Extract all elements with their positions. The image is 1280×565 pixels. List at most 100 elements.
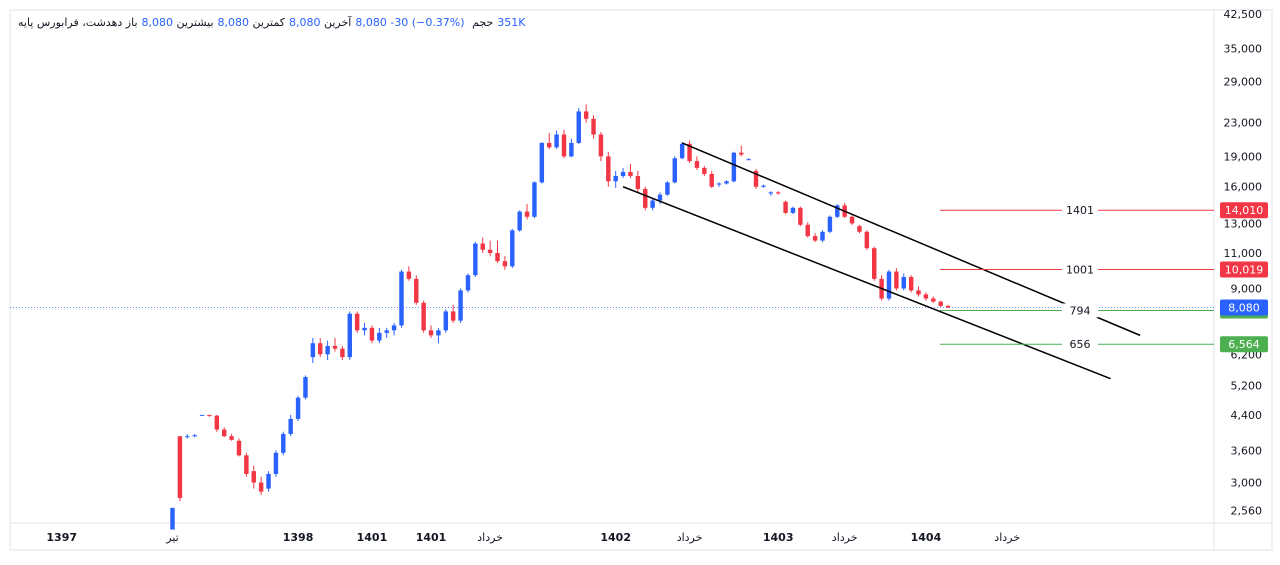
candle-body (731, 152, 737, 182)
x-tick-label: خرداد (994, 531, 1020, 544)
candle-body (546, 142, 552, 148)
candle-body (325, 345, 330, 355)
x-tick-label: 1397 (46, 531, 77, 544)
level-label: 1001 (1066, 263, 1094, 276)
change-value: -30 (−0.37%) (390, 16, 465, 29)
last-price-label: 8,080 (1228, 301, 1260, 314)
candle-body (199, 414, 205, 416)
candle-body (761, 185, 766, 187)
y-tick-label: 35,000 (1224, 42, 1263, 55)
candle-body (908, 277, 914, 291)
level-price-label: 6,564 (1228, 338, 1260, 351)
candle-body (510, 230, 515, 267)
candle-body (347, 313, 352, 358)
candle-body (214, 415, 220, 430)
candle-body (702, 167, 707, 174)
candle-body (310, 343, 316, 358)
candle-body (495, 252, 500, 262)
candle-body (679, 143, 685, 159)
candle-body (517, 211, 522, 231)
candle-body (746, 159, 751, 161)
candle-body (473, 243, 478, 276)
x-tick-label: خرداد (832, 531, 858, 544)
candle-body (480, 243, 485, 250)
candle-body (428, 330, 434, 336)
y-tick-label: 4,400 (1231, 409, 1263, 422)
high-label: بیشترین (176, 16, 214, 29)
high-value: 8,080 (217, 16, 250, 29)
candle-body (318, 343, 323, 355)
x-tick-label: 1401 (357, 531, 388, 544)
candle-body (450, 311, 456, 321)
candle-body (303, 377, 308, 398)
candle-body (931, 298, 936, 302)
level-label: 656 (1070, 338, 1091, 351)
candle-body (835, 205, 840, 217)
open-label: باز (125, 16, 138, 29)
candle-body (399, 271, 404, 326)
candle-body (768, 192, 774, 194)
candle-body (281, 433, 286, 453)
y-tick-label: 3,000 (1231, 477, 1263, 490)
candle-body (783, 201, 788, 213)
candle-body (775, 192, 781, 194)
candle-body (753, 170, 759, 187)
level-price-label: 14,010 (1225, 204, 1264, 217)
candle-body (857, 226, 862, 232)
candle-body (716, 183, 722, 185)
candle-body (827, 216, 833, 232)
level-price-tag (1220, 261, 1268, 278)
candle-body (576, 111, 581, 143)
x-tick-label: تیر (165, 531, 178, 544)
candle-body (443, 311, 449, 331)
y-tick-label: 3,600 (1231, 444, 1263, 457)
candle-body (539, 142, 545, 183)
candle-body (620, 171, 626, 177)
y-tick-label: 16,000 (1224, 181, 1263, 194)
candle-body (258, 482, 264, 492)
level-label: 1401 (1066, 204, 1094, 217)
candle-body (524, 211, 530, 217)
candle-body (502, 261, 508, 267)
x-tick-label: 1402 (600, 531, 631, 544)
level-label-bg (1062, 203, 1098, 218)
candle-body (872, 248, 877, 279)
candle-body (377, 332, 382, 341)
candle-body (436, 330, 441, 336)
y-tick-label: 11,000 (1224, 247, 1263, 260)
candle-body (665, 182, 670, 195)
candle-body (672, 158, 678, 183)
candle-body (635, 176, 641, 189)
candle-body (583, 111, 589, 119)
candle-body (650, 200, 655, 208)
candle-body (657, 194, 663, 201)
candle-body (236, 440, 242, 456)
level-label: 794 (1070, 304, 1091, 317)
x-tick-label: 1404 (911, 531, 942, 544)
candle-body (613, 176, 618, 182)
candle-body (709, 173, 714, 187)
candle-body (901, 277, 906, 289)
candle-body (207, 414, 212, 416)
level-price-tag (1220, 202, 1268, 219)
candle-body (532, 182, 537, 217)
candle-body (923, 294, 929, 299)
level-label-bg (1062, 337, 1098, 352)
candle-body (192, 435, 197, 437)
candle-body (340, 348, 345, 358)
channel-lower-line (622, 186, 1111, 380)
candle-body (945, 305, 951, 308)
candle-body (812, 236, 818, 241)
channel-upper-line (681, 142, 1141, 337)
candle-body (591, 118, 596, 135)
low-value: 8,080 (288, 16, 321, 29)
y-tick-label: 42,500 (1224, 8, 1263, 21)
level-price-tag (1220, 336, 1268, 353)
y-tick-label: 9,000 (1231, 282, 1263, 295)
candle-body (273, 452, 279, 474)
candle-body (569, 142, 574, 157)
open-value: 8,080 (141, 16, 174, 29)
candle-body (458, 290, 463, 321)
candle-body (229, 436, 234, 440)
